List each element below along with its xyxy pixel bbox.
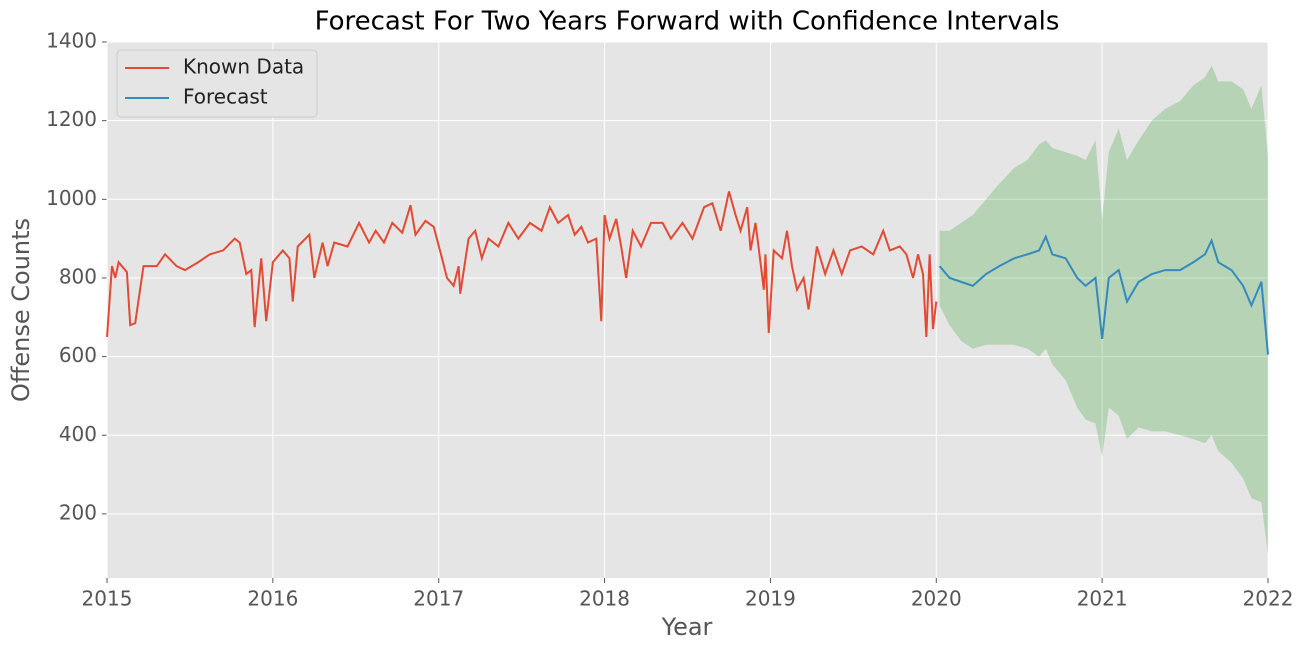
legend-box — [116, 49, 318, 118]
chart-title: Forecast For Two Years Forward with Conf… — [315, 7, 1060, 37]
y-axis-label: Offense Counts — [7, 218, 35, 402]
x-tick-label: 2021 — [1077, 587, 1128, 611]
x-tick-label: 2015 — [82, 587, 133, 611]
x-tick-label: 2022 — [1243, 587, 1294, 611]
y-tick-label: 200 — [59, 500, 97, 524]
legend-label: Known Data — [183, 55, 304, 79]
y-tick-label: 600 — [59, 343, 97, 367]
x-tick-label: 2016 — [247, 587, 298, 611]
confidence-band — [939, 65, 1268, 556]
x-tick-label: 2018 — [579, 587, 630, 611]
series-line — [106, 191, 938, 338]
y-tick-label: 1400 — [46, 29, 97, 53]
y-tick-label: 1000 — [46, 186, 97, 210]
plot-area — [107, 42, 1268, 578]
x-tick-label: 2017 — [413, 587, 464, 611]
x-tick-label: 2019 — [745, 587, 796, 611]
x-axis-label: Year — [661, 613, 713, 641]
y-tick-label: 400 — [59, 422, 97, 446]
x-tick-label: 2020 — [911, 587, 962, 611]
legend: Known Data Forecast — [116, 49, 318, 118]
legend-label: Forecast — [183, 85, 268, 109]
y-tick-label: 800 — [59, 264, 97, 288]
y-tick-label: 1200 — [46, 107, 97, 131]
series-line — [938, 234, 1269, 355]
